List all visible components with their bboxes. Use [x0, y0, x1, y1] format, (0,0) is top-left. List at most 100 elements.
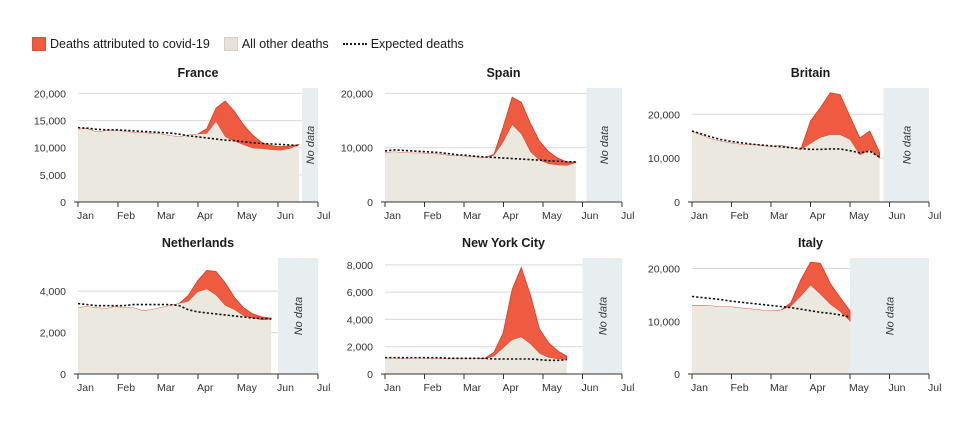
- panel-spain: Spain 0 10,000 20,000 No data Jan Feb Mar Apr May…: [341, 66, 635, 222]
- panel-netherlands: Netherlands 0 2,000 4,000 No data Jan Feb Mar Ap…: [40, 236, 331, 394]
- x-tick-label: May: [849, 210, 870, 222]
- covid-swatch-icon: [32, 37, 46, 51]
- x-tick-label: Jun: [277, 382, 294, 394]
- y-tick-label: 20,000: [341, 88, 373, 100]
- x-tick-label: Mar: [770, 382, 789, 394]
- y-tick-label: 8,000: [347, 260, 373, 272]
- x-tick-label: May: [849, 382, 870, 394]
- no-data-region: [302, 88, 318, 202]
- no-data-label: No data: [597, 297, 609, 336]
- y-tick-label: 20,000: [648, 109, 680, 121]
- other-deaths-area: [78, 289, 272, 374]
- legend-covid-label: Deaths attributed to covid-19: [50, 37, 210, 51]
- other-deaths-area: [385, 124, 576, 202]
- y-tick-label: 0: [60, 369, 66, 381]
- panel-title: Britain: [791, 66, 831, 80]
- expected-deaths-line: [77, 302, 272, 320]
- x-tick-label: Mar: [463, 210, 482, 222]
- x-tick-label: Feb: [424, 382, 442, 394]
- y-tick-label: 10,000: [341, 143, 373, 155]
- panel-britain: Britain 0 10,000 20,000 No data Jan Feb Mar Apr M…: [648, 66, 942, 222]
- y-tick-label: 0: [367, 369, 373, 381]
- no-data-label: No data: [293, 297, 305, 336]
- legend-expected-label: Expected deaths: [370, 37, 464, 51]
- panel-italy: Italy 0 10,000 20,000 No data Jan Feb Mar Apr May…: [648, 236, 942, 394]
- y-tick-label: 0: [60, 197, 66, 209]
- x-tick-label: May: [542, 210, 563, 222]
- x-tick-label: Jul: [928, 210, 941, 222]
- no-data-region: [850, 258, 929, 374]
- x-tick-label: Jan: [384, 210, 401, 222]
- y-tick-label: 2,000: [40, 328, 66, 340]
- y-tick-label: 0: [674, 369, 680, 381]
- expected-deaths-line: [385, 356, 567, 362]
- y-tick-label: 4,000: [40, 286, 66, 298]
- x-tick-label: Jun: [889, 210, 906, 222]
- x-tick-label: Jun: [582, 210, 599, 222]
- x-tick-label: Jun: [889, 382, 906, 394]
- no-data-label: No data: [599, 126, 611, 165]
- x-tick-label: May: [542, 382, 563, 394]
- other-swatch-icon: [223, 37, 238, 51]
- x-tick-label: Jan: [77, 210, 94, 222]
- other-deaths-area: [78, 121, 299, 202]
- x-tick-label: Jul: [317, 210, 330, 222]
- x-tick-label: Apr: [503, 210, 520, 222]
- other-deaths-area: [692, 131, 880, 202]
- covid-deaths-area: [385, 266, 568, 361]
- y-tick-label: 5,000: [40, 170, 66, 182]
- y-tick-label: 4,000: [347, 314, 373, 326]
- x-tick-label: Feb: [424, 210, 442, 222]
- x-tick-label: Apr: [810, 210, 827, 222]
- x-tick-label: Feb: [117, 210, 135, 222]
- no-data-region: [883, 88, 929, 202]
- x-tick-label: Mar: [463, 382, 482, 394]
- legend-expected: Expected deaths: [342, 37, 464, 51]
- x-tick-label: Mar: [157, 210, 176, 222]
- x-tick-label: Jan: [691, 382, 708, 394]
- x-tick-label: Apr: [810, 382, 827, 394]
- x-tick-label: Mar: [770, 210, 789, 222]
- dotted-line-icon: [342, 43, 367, 45]
- x-tick-label: Apr: [197, 382, 214, 394]
- legend: Deaths attributed to covid-19 All other …: [32, 35, 478, 53]
- x-tick-label: Jun: [277, 210, 294, 222]
- y-tick-label: 10,000: [648, 153, 680, 165]
- y-tick-label: 0: [367, 197, 373, 209]
- x-tick-label: Feb: [731, 382, 749, 394]
- no-data-label: No data: [885, 297, 897, 336]
- expected-deaths-line: [77, 126, 299, 147]
- x-tick-label: Jan: [691, 210, 708, 222]
- panel-title: Italy: [798, 236, 823, 250]
- panel-title: Netherlands: [162, 236, 234, 250]
- y-tick-label: 20,000: [34, 88, 66, 100]
- y-tick-label: 15,000: [34, 116, 66, 128]
- x-tick-label: Apr: [197, 210, 214, 222]
- x-tick-label: Feb: [731, 210, 749, 222]
- y-tick-label: 0: [674, 197, 680, 209]
- x-tick-label: Feb: [117, 382, 135, 394]
- x-tick-label: Jun: [582, 382, 599, 394]
- no-data-region: [582, 258, 622, 374]
- x-tick-label: Jul: [621, 210, 634, 222]
- y-tick-label: 20,000: [648, 264, 680, 276]
- x-tick-label: Jan: [384, 382, 401, 394]
- legend-covid: Deaths attributed to covid-19: [32, 37, 210, 51]
- covid-deaths-area: [692, 261, 851, 323]
- y-tick-label: 6,000: [347, 287, 373, 299]
- y-tick-label: 10,000: [648, 316, 680, 328]
- y-tick-label: 2,000: [347, 342, 373, 354]
- x-tick-label: May: [237, 210, 258, 222]
- expected-deaths-line: [691, 295, 851, 318]
- x-tick-label: Mar: [157, 382, 176, 394]
- x-tick-label: May: [237, 382, 258, 394]
- panel-france: France 0 5,000 10,000 15,000 20,000 No data Jan…: [34, 66, 331, 222]
- panel-title: Spain: [486, 66, 520, 80]
- x-tick-label: Jul: [317, 382, 330, 394]
- no-data-label: No data: [305, 126, 317, 165]
- other-deaths-area: [385, 337, 567, 374]
- panel-new-york-city: New York City 0 2,000 4,000 6,000 8,000 No dat…: [347, 236, 635, 394]
- x-tick-label: Jul: [928, 382, 941, 394]
- panel-title: New York City: [462, 236, 545, 250]
